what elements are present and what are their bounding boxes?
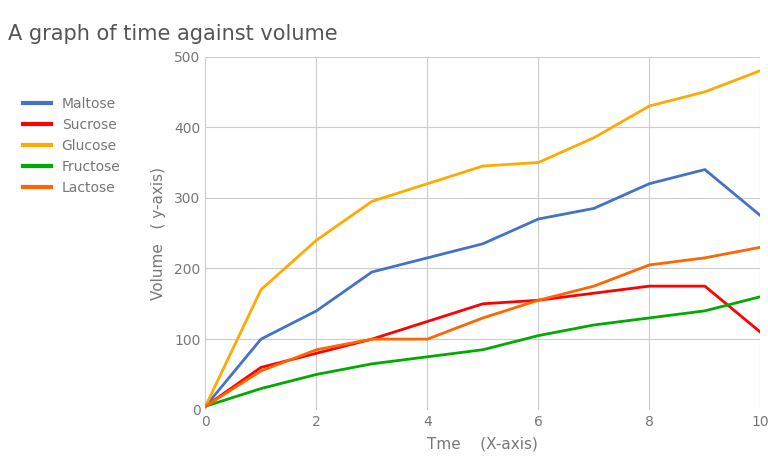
Sucrose <box>589 290 598 296</box>
Maltose <box>645 181 654 187</box>
Sucrose <box>645 283 654 289</box>
Maltose <box>423 255 432 261</box>
Lactose <box>589 283 598 289</box>
Maltose <box>257 336 266 342</box>
Glucose <box>423 181 432 187</box>
Fructose <box>534 333 543 338</box>
Lactose <box>367 336 376 342</box>
Fructose <box>312 372 321 377</box>
Line: Maltose: Maltose <box>206 170 760 406</box>
Maltose <box>478 241 488 247</box>
Glucose <box>756 68 765 73</box>
Fructose <box>423 354 432 360</box>
Maltose <box>201 403 210 409</box>
Lactose <box>201 403 210 409</box>
X-axis label: Tme    (X-axis): Tme (X-axis) <box>428 437 538 452</box>
Fructose <box>589 322 598 328</box>
Line: Sucrose: Sucrose <box>206 286 760 406</box>
Legend: Maltose, Sucrose, Glucose, Fructose, Lactose: Maltose, Sucrose, Glucose, Fructose, Lac… <box>17 92 126 201</box>
Maltose <box>367 269 376 275</box>
Glucose <box>589 135 598 140</box>
Maltose <box>700 167 710 172</box>
Sucrose <box>423 318 432 324</box>
Maltose <box>312 308 321 314</box>
Lactose <box>756 244 765 250</box>
Glucose <box>312 237 321 243</box>
Glucose <box>700 89 710 95</box>
Sucrose <box>700 283 710 289</box>
Maltose <box>534 216 543 222</box>
Lactose <box>257 368 266 374</box>
Fructose <box>700 308 710 314</box>
Sucrose <box>257 365 266 370</box>
Maltose <box>589 205 598 211</box>
Maltose <box>756 213 765 219</box>
Fructose <box>756 294 765 300</box>
Lactose <box>534 298 543 303</box>
Sucrose <box>367 336 376 342</box>
Fructose <box>645 315 654 321</box>
Sucrose <box>312 350 321 356</box>
Fructose <box>257 386 266 391</box>
Glucose <box>478 163 488 169</box>
Fructose <box>201 403 210 409</box>
Glucose <box>257 287 266 292</box>
Sucrose <box>201 403 210 409</box>
Fructose <box>478 347 488 352</box>
Sucrose <box>534 298 543 303</box>
Glucose <box>201 403 210 409</box>
Sucrose <box>478 301 488 307</box>
Line: Fructose: Fructose <box>206 297 760 406</box>
Y-axis label: Volume   ( y-axis): Volume ( y-axis) <box>151 167 166 300</box>
Glucose <box>367 198 376 204</box>
Lactose <box>700 255 710 261</box>
Glucose <box>645 103 654 109</box>
Lactose <box>478 315 488 321</box>
Lactose <box>312 347 321 352</box>
Lactose <box>645 262 654 268</box>
Text: A graph of time against volume: A graph of time against volume <box>8 24 337 43</box>
Line: Glucose: Glucose <box>206 71 760 406</box>
Glucose <box>534 160 543 165</box>
Sucrose <box>756 329 765 335</box>
Fructose <box>367 361 376 366</box>
Lactose <box>423 336 432 342</box>
Line: Lactose: Lactose <box>206 247 760 406</box>
